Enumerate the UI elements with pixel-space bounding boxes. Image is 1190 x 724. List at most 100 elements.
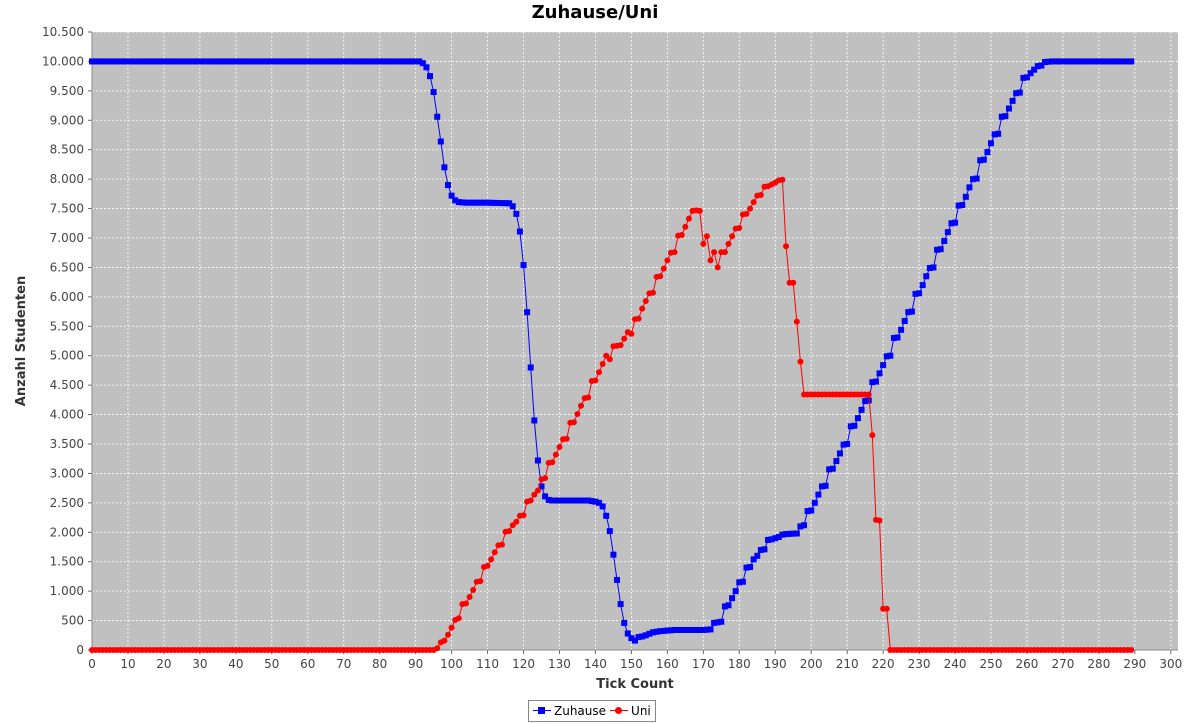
data-point — [578, 402, 585, 409]
data-point — [477, 199, 484, 206]
data-point — [1128, 647, 1135, 653]
data-point — [1106, 58, 1113, 65]
data-point — [1067, 58, 1074, 65]
data-point — [732, 588, 739, 595]
y-tick-label: 9.000 — [50, 113, 84, 127]
data-point — [854, 415, 861, 422]
data-point — [516, 228, 523, 235]
data-point — [132, 58, 139, 65]
data-point — [725, 602, 732, 609]
data-point — [671, 249, 678, 256]
data-point — [797, 358, 804, 365]
data-point — [121, 58, 128, 65]
data-point — [560, 497, 567, 504]
data-point — [337, 58, 344, 65]
data-point — [628, 635, 635, 642]
data-point — [186, 58, 193, 65]
data-point — [373, 58, 380, 65]
data-point — [556, 497, 563, 504]
data-point — [1045, 58, 1052, 65]
data-point — [376, 58, 383, 65]
data-point — [358, 58, 365, 65]
data-point — [394, 58, 401, 65]
data-point — [448, 624, 455, 631]
data-point — [477, 578, 484, 585]
data-point — [430, 89, 437, 96]
x-tick-label: 300 — [1159, 657, 1182, 671]
data-point — [574, 410, 581, 417]
data-point — [527, 497, 534, 504]
data-point — [696, 626, 703, 633]
y-tick-label: 2.000 — [50, 525, 84, 539]
data-point — [380, 58, 387, 65]
data-point — [926, 265, 933, 272]
y-tick-label: 500 — [61, 614, 84, 628]
data-point — [146, 58, 153, 65]
data-point — [301, 58, 308, 65]
legend-item-uni: Uni — [610, 704, 651, 718]
data-point — [581, 497, 588, 504]
data-point — [578, 497, 585, 504]
data-point — [865, 397, 872, 404]
data-point — [214, 58, 221, 65]
data-point — [542, 475, 549, 482]
data-point — [110, 58, 117, 65]
y-tick-label: 1.000 — [50, 584, 84, 598]
data-point — [894, 334, 901, 341]
data-point — [865, 391, 872, 398]
data-point — [984, 149, 991, 156]
data-point — [405, 58, 412, 65]
data-point — [409, 58, 416, 65]
x-tick-label: 50 — [264, 657, 279, 671]
data-point — [606, 528, 613, 535]
data-point — [729, 595, 736, 602]
data-point — [286, 58, 293, 65]
data-point — [912, 290, 919, 297]
data-point — [1074, 58, 1081, 65]
data-point — [470, 586, 477, 593]
data-point — [556, 443, 563, 450]
data-point — [995, 130, 1002, 137]
data-point — [639, 633, 646, 640]
data-point — [721, 249, 728, 256]
y-tick-label: 1.500 — [50, 555, 84, 569]
data-point — [311, 58, 318, 65]
data-point — [297, 58, 304, 65]
y-tick-label: 2.500 — [50, 496, 84, 510]
data-point — [1023, 74, 1030, 81]
y-axis-title: Anzahl Studenten — [14, 276, 29, 406]
data-point — [178, 58, 185, 65]
x-tick-label: 150 — [620, 657, 643, 671]
data-point — [484, 199, 491, 206]
data-point — [491, 549, 498, 556]
data-point — [678, 626, 685, 633]
data-point — [218, 58, 225, 65]
data-point — [142, 58, 149, 65]
data-point — [883, 605, 890, 612]
data-point — [168, 58, 175, 65]
data-point — [502, 200, 509, 207]
data-point — [531, 491, 538, 498]
data-point — [268, 58, 275, 65]
data-point — [304, 58, 311, 65]
data-point — [772, 535, 779, 542]
y-tick-label: 5.500 — [50, 319, 84, 333]
legend-swatch-zuhause — [533, 706, 551, 716]
y-tick-label: 6.000 — [50, 290, 84, 304]
series-uni — [89, 176, 1135, 653]
data-point — [355, 58, 362, 65]
data-point — [570, 419, 577, 426]
legend-swatch-uni — [610, 706, 629, 716]
data-point — [344, 58, 351, 65]
data-point — [401, 58, 408, 65]
data-point — [1063, 58, 1070, 65]
data-point — [721, 603, 728, 610]
data-point — [128, 58, 135, 65]
data-point — [473, 199, 480, 206]
data-point — [531, 417, 538, 424]
y-tick-label: 10.500 — [42, 25, 84, 39]
x-tick-label: 170 — [692, 657, 715, 671]
data-point — [488, 556, 495, 563]
y-tick-label: 8.500 — [50, 143, 84, 157]
data-point — [1059, 58, 1066, 65]
